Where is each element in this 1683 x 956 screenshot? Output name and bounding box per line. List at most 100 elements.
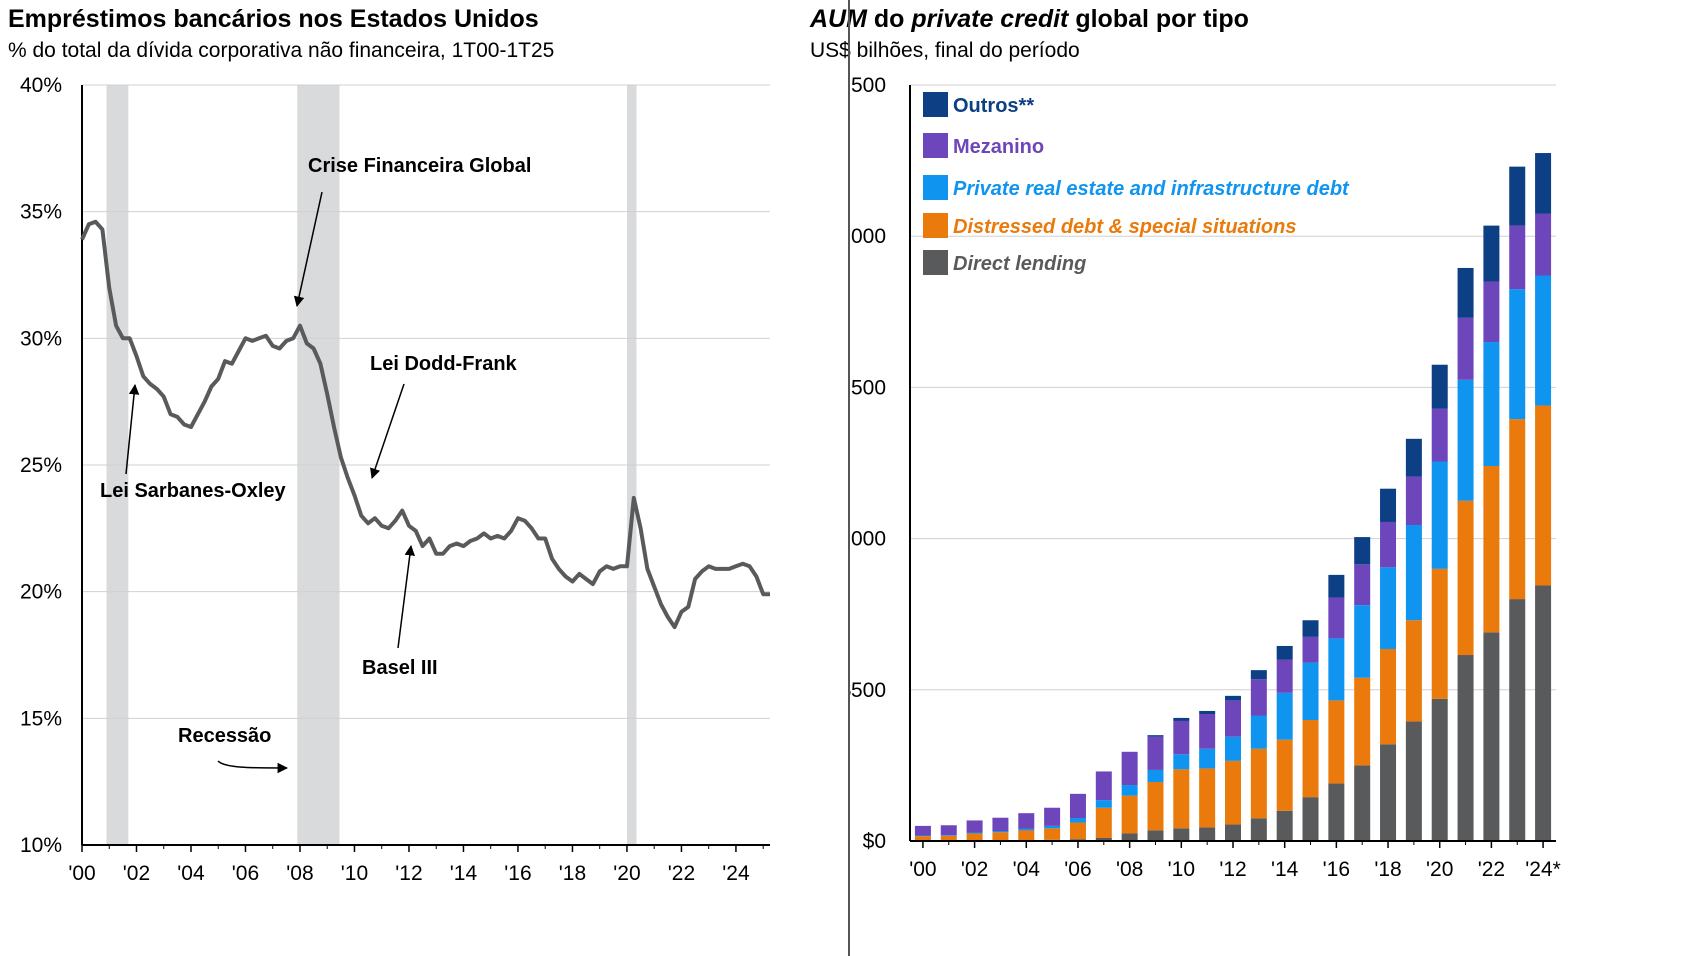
left-x-tick-label: '04	[177, 862, 205, 885]
left-x-tick-label: '12	[395, 862, 422, 885]
bar-segment	[1431, 461, 1448, 569]
left-y-tick-label: 15%	[20, 707, 62, 730]
right-x-tick-label: '08	[1116, 858, 1143, 881]
bar-segment	[1354, 605, 1371, 678]
bar-segment	[940, 835, 957, 841]
bar-segment	[992, 831, 1009, 833]
bar-segment	[1457, 655, 1474, 841]
bar-segment	[1276, 645, 1293, 660]
right-y-tick-label: $2.000	[850, 225, 886, 248]
annotation-arrow	[370, 383, 405, 479]
bar-segment	[1302, 620, 1319, 637]
right-title-part-3: private credit	[911, 5, 1069, 33]
bar-segment	[1457, 317, 1474, 380]
bar-segment	[1095, 800, 1112, 808]
legend-swatch	[923, 92, 948, 117]
right-axes: $2.500 $2.000 $1.500 $1.000 $500 $0 '00 '02 '04 '…	[850, 74, 1561, 881]
bar-segment	[1302, 662, 1319, 721]
bar-segment	[1431, 408, 1448, 462]
left-x-tick-label: '06	[232, 862, 259, 885]
right-x-tick-label: '18	[1374, 858, 1401, 881]
left-line-chart: 40% 35% 30% 25% 20% 15% 10% '00 '02 '04 '06 '08 '10 '…	[20, 74, 770, 885]
legend-swatch	[923, 213, 948, 238]
stacked-bars	[914, 153, 1552, 841]
bar-segment	[1095, 807, 1112, 838]
right-title-part-2: do	[866, 5, 912, 33]
bar-segment	[1509, 599, 1526, 841]
annotation-arrow	[397, 544, 416, 649]
bar-segment	[1225, 695, 1241, 701]
right-y-tick-label: $0	[863, 830, 886, 853]
bar-segment	[1199, 713, 1216, 749]
bar-segment	[1147, 830, 1164, 841]
bar-segment	[1328, 638, 1345, 701]
left-gridlines	[82, 84, 770, 719]
left-y-tick-label: 35%	[20, 201, 62, 224]
bar-segment	[1250, 715, 1267, 749]
bar-segment	[992, 817, 1009, 832]
legend-label: Private real estate and infrastructure d…	[953, 178, 1350, 200]
annotation-arrow	[293, 191, 323, 308]
left-x-tick-label: '18	[559, 862, 586, 885]
bar-segment	[1276, 659, 1293, 693]
bar-segment	[1121, 751, 1138, 786]
bar-segment	[1302, 720, 1319, 798]
bank-loans-line	[80, 219, 770, 630]
bar-segment	[1483, 342, 1500, 467]
bar-segment	[1225, 824, 1241, 841]
right-bar-chart: $2.500 $2.000 $1.500 $1.000 $500 $0 '00 '02 '04 '…	[850, 74, 1561, 881]
bar-segment	[1250, 679, 1267, 716]
right-chart-subtitle: US$ bilhões, final do período	[810, 39, 1080, 62]
bar-segment	[1431, 568, 1448, 699]
bar-segment	[966, 833, 983, 841]
bar-segment	[1431, 364, 1448, 409]
bar-segment	[1199, 768, 1216, 828]
right-x-tick-label: '06	[1064, 858, 1091, 881]
bar-segment	[1302, 636, 1319, 663]
bar-segment	[1328, 700, 1345, 784]
bar-segment	[1380, 488, 1397, 522]
bar-segment	[1535, 213, 1552, 276]
right-y-tick-label: $1.500	[850, 376, 886, 399]
legend-label: Outros**	[953, 95, 1034, 117]
bank-loans-series	[80, 219, 770, 630]
bar-segment	[1250, 670, 1267, 680]
bar-segment	[1276, 810, 1293, 841]
bar-segment	[1044, 807, 1061, 826]
bar-segment	[1121, 795, 1138, 834]
left-x-tick-label: '02	[123, 862, 150, 885]
left-y-tick-label: 25%	[20, 454, 62, 477]
bar-segment	[1147, 769, 1164, 783]
bar-segment	[1535, 275, 1552, 406]
bar-segment	[940, 825, 957, 836]
annotation-label: Basel III	[362, 657, 438, 679]
bar-segment	[1483, 281, 1500, 343]
bar-segment	[1380, 567, 1397, 649]
bar-segment	[1018, 828, 1035, 831]
bar-segment	[1380, 648, 1397, 745]
bar-segment	[1095, 771, 1112, 801]
bar-segment	[1069, 822, 1086, 840]
bar-segment	[1509, 225, 1526, 290]
left-x-tick-label: '14	[450, 862, 478, 885]
bar-segment	[1147, 736, 1164, 770]
bar-segment	[1199, 710, 1216, 714]
legend: Outros** Mezanino Private real estate and …	[923, 92, 1350, 275]
bar-segment	[1276, 739, 1293, 811]
legend-label: Direct lending	[953, 253, 1086, 275]
right-chart-title: AUM do private credit global por tipo	[810, 5, 1249, 34]
bar-segment	[1354, 765, 1371, 841]
bar-segment	[1250, 748, 1267, 819]
right-x-tick-label: '04	[1013, 858, 1041, 881]
annotation-label: Lei Sarbanes-Oxley	[100, 480, 287, 502]
right-x-tick-label: '12	[1219, 858, 1246, 881]
bar-segment	[1069, 818, 1086, 823]
bar-segment	[1431, 698, 1448, 841]
bar-segment	[1405, 476, 1422, 525]
left-x-tick-label: '10	[341, 862, 368, 885]
left-x-tick-label: '24	[722, 862, 750, 885]
right-x-tick-label: '02	[961, 858, 988, 881]
annotation-label: Lei Dodd-Frank	[370, 353, 518, 375]
bar-segment	[1147, 782, 1164, 831]
left-y-tick-label: 10%	[20, 834, 62, 857]
